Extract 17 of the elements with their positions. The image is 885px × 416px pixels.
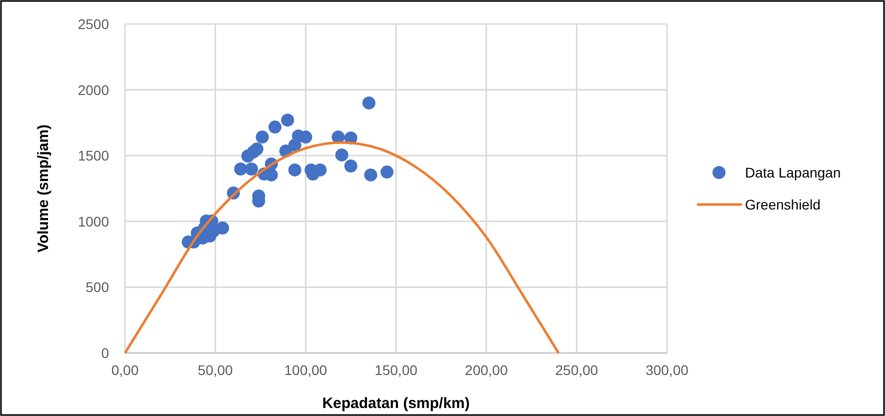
legend-label: Greenshield [745,196,820,212]
x-tick-label: 100,00 [284,362,328,378]
y-axis-title: Volume (smp/jam) [35,124,52,253]
y-tick-label: 1500 [78,148,110,164]
x-axis-title: Kepadatan (smp/km) [322,395,470,412]
y-tick-label: 0 [101,345,110,361]
x-tick-label: 200,00 [464,362,508,378]
y-tick-label: 1000 [78,213,110,230]
x-tick-label: 0,00 [111,362,139,378]
x-tick-label: 150,00 [374,362,418,378]
x-tick-label: 50,00 [198,362,234,378]
y-tick-label: 2000 [78,82,110,98]
x-tick-label: 250,00 [555,362,598,378]
x-tick-label: 300,00 [646,362,689,378]
legend-label: Data Lapangan [745,164,841,180]
y-tick-label: 2500 [78,16,110,32]
y-tick-label: 500 [86,279,110,296]
